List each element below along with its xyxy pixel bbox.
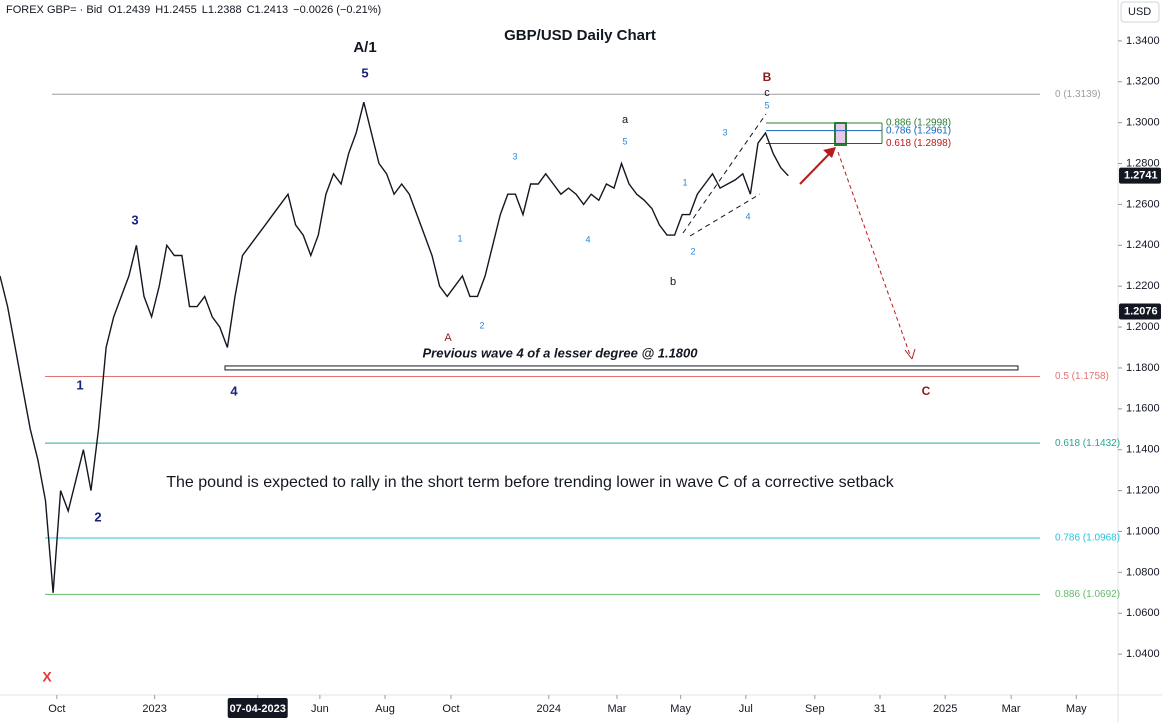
wave-label: 3 [722, 127, 727, 137]
wave-label: 2 [479, 320, 484, 330]
wave-label: b [670, 276, 676, 288]
arrow-head [823, 147, 836, 158]
x-tick-label: May [670, 703, 691, 715]
wave-label: A [444, 332, 452, 344]
y-tick-label: 1.3400 [1126, 35, 1160, 47]
wave-label: B [763, 70, 772, 84]
currency[interactable]: USD [1128, 6, 1151, 18]
y-tick-label: 1.3200 [1126, 76, 1160, 88]
y-tick-label: 1.0800 [1126, 566, 1160, 578]
support-zone [224, 365, 1019, 371]
ohlc-value: O1.2439 [108, 4, 150, 16]
x-tick-label: 31 [874, 703, 886, 715]
x-tick-label: Oct [442, 703, 459, 715]
wave-label: 1 [682, 177, 687, 187]
price-tag-label: 1.2741 [1124, 169, 1158, 181]
y-tick-label: 1.2200 [1126, 280, 1160, 292]
projection-arrow [837, 151, 911, 356]
annotation: The pound is expected to rally in the sh… [166, 474, 894, 491]
y-tick-label: 1.1800 [1126, 362, 1160, 374]
wave-label: 4 [745, 211, 750, 221]
ohlc-value: L1.2388 [202, 4, 242, 16]
x-tick-label: Mar [608, 703, 627, 715]
annotation: Previous wave 4 of a lesser degree @ 1.1… [423, 345, 699, 360]
y-tick-label: 1.0600 [1126, 607, 1160, 619]
ohlc-value: −0.0026 (−0.21%) [293, 4, 381, 16]
y-tick-label: 1.2600 [1126, 198, 1160, 210]
y-tick-label: 1.3000 [1126, 117, 1160, 129]
wave-label: 2 [690, 246, 695, 256]
wave-label: 1 [76, 377, 83, 392]
wave-label: 4 [230, 383, 238, 398]
fib-label: 0.886 (1.0692) [1055, 589, 1120, 600]
x-tick-label: Jul [739, 703, 753, 715]
x-tick-label: 07-04-2023 [230, 703, 286, 715]
x-tick-label: Sep [805, 703, 825, 715]
ohlc-value: C1.2413 [247, 4, 289, 16]
wave-label: X [42, 669, 52, 685]
target-zone [834, 122, 847, 146]
y-tick-label: 1.2000 [1126, 321, 1160, 333]
price-tag [1119, 167, 1161, 184]
wave-label: 2 [94, 509, 101, 524]
channel-line [689, 193, 761, 237]
fib-label: 0.5 (1.1758) [1055, 371, 1109, 382]
wave-label: 5 [361, 65, 368, 80]
x-tick-label: 2024 [537, 703, 561, 715]
wave-label: 4 [585, 234, 590, 244]
wave-label: 5 [764, 100, 769, 110]
y-tick-label: 1.1000 [1126, 525, 1160, 537]
y-tick-label: 1.2800 [1126, 157, 1160, 169]
chart-title: GBP/USD Daily Chart [504, 27, 656, 44]
y-tick-label: 1.1600 [1126, 403, 1160, 415]
arrow-head [904, 348, 916, 360]
x-tick-label: Jun [311, 703, 329, 715]
arrow [799, 149, 834, 185]
fib-label: 0.886 (1.2998) [886, 118, 951, 129]
currency-button[interactable] [1120, 1, 1160, 23]
price-tag [1119, 303, 1161, 320]
fib-label: 0.618 (1.2898) [886, 138, 951, 149]
y-tick-label: 1.1400 [1126, 444, 1160, 456]
wave-label: 5 [622, 136, 627, 146]
fib-label: 0.618 (1.1432) [1055, 438, 1120, 449]
channel-line [682, 113, 767, 234]
wave-label: c [764, 87, 770, 99]
price-tag-label: 1.2076 [1124, 305, 1158, 317]
price-line [0, 102, 789, 593]
wave-label: 3 [512, 151, 517, 161]
wave-label: 1 [457, 233, 462, 243]
wave-label: 3 [131, 212, 138, 227]
x-tick-label: May [1066, 703, 1087, 715]
wave-label: A/1 [353, 39, 376, 56]
fib-label: 0.786 (1.2961) [886, 125, 951, 136]
x-tick-label: Mar [1002, 703, 1021, 715]
fib-label: 0 (1.3139) [1055, 89, 1101, 100]
wave-label: C [922, 384, 931, 398]
x-tick-label: 2025 [933, 703, 957, 715]
symbol: FOREX GBP= · Bid [6, 4, 102, 16]
fib-label: 0.786 (1.0968) [1055, 533, 1120, 544]
ohlc-value: H1.2455 [155, 4, 197, 16]
y-tick-label: 1.0400 [1126, 648, 1160, 660]
ohlc-readout: O1.2439 H1.2455 L1.2388 C1.2413 −0.0026 (−0.… [108, 4, 381, 16]
wave-label: a [622, 114, 629, 126]
y-tick-label: 1.1200 [1126, 484, 1160, 496]
x-tick-label: Oct [48, 703, 65, 715]
x-tick-label: Aug [375, 703, 395, 715]
x-tick-label: 2023 [142, 703, 166, 715]
y-tick-label: 1.2400 [1126, 239, 1160, 251]
crosshair-label-bg [227, 698, 288, 718]
